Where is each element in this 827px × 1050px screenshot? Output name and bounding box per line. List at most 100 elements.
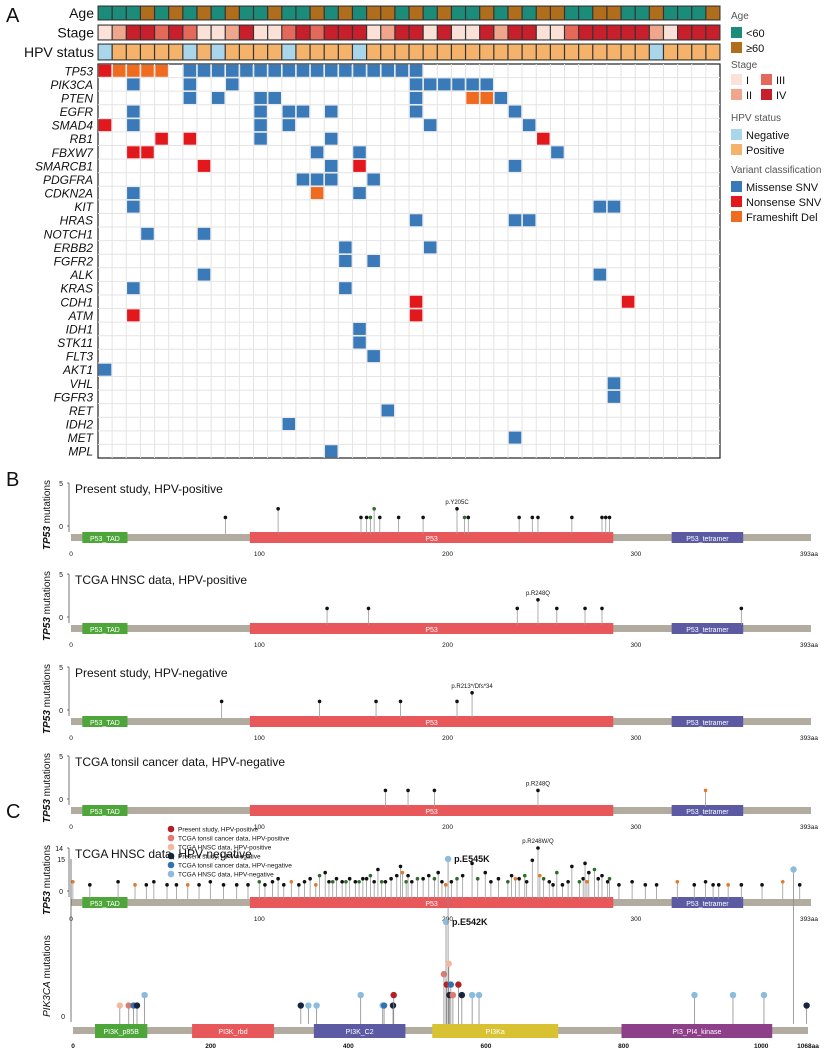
protein-domain: [82, 532, 128, 543]
x-tick-label: 200: [205, 1043, 216, 1050]
lollipop-head: [383, 788, 388, 793]
clinical-track-cell: [579, 25, 593, 40]
clinical-track-cell: [183, 25, 197, 40]
protein-length-label: 393aa: [800, 824, 818, 831]
legend-dot: [167, 825, 175, 833]
legend-label: Frameshift Del: [746, 212, 818, 224]
clinical-track-cell: [536, 25, 550, 40]
mutation-cell: [353, 336, 366, 349]
lollipop-head: [455, 507, 459, 511]
lollipop-head: [394, 873, 399, 878]
protein-domain: [671, 897, 744, 908]
clinical-track-cell: [98, 6, 112, 20]
mutation-cell: [296, 173, 310, 186]
protein-domain: [313, 1024, 406, 1038]
protein-domain: [249, 716, 614, 727]
mutation-cell: [183, 132, 197, 145]
lollipop-head: [357, 879, 361, 884]
x-tick-label: 0: [69, 551, 73, 558]
lollipop-head: [174, 883, 179, 887]
clinical-track-cell: [536, 6, 550, 20]
lollipop-head: [592, 867, 597, 872]
domain-label: P53_TAD: [90, 627, 120, 634]
mutation-cell: [551, 146, 564, 159]
x-tick-label: 100: [254, 824, 265, 831]
y-axis-gene: TP53: [42, 526, 53, 550]
lollipop-head: [760, 883, 764, 887]
lollipop-head: [374, 699, 378, 704]
mutation-cell: [324, 445, 338, 458]
legend-label: Present study, HPV-positive: [178, 827, 258, 834]
lollipop-head: [458, 991, 466, 999]
clinical-track-cell: [338, 25, 352, 40]
clinical-track-cell: [692, 6, 706, 20]
clinical-track-cell: [508, 44, 522, 60]
lollipop-head: [421, 876, 425, 881]
gene-label: CDH1: [60, 295, 93, 309]
clinical-track-frame: [97, 24, 721, 41]
lollipop-head: [703, 788, 708, 793]
lollipop-head: [692, 883, 697, 887]
mutation-cell: [183, 78, 197, 91]
mutation-cell: [339, 282, 352, 295]
lollipop-head: [726, 883, 730, 887]
mutation-cell: [226, 64, 239, 77]
gene-label: SMARCB1: [35, 159, 93, 173]
gene-label: FLT3: [66, 350, 93, 364]
clinical-track-cell: [353, 6, 366, 20]
mutation-cell: [381, 64, 395, 77]
mutation-cell: [282, 64, 296, 77]
mutation-label: p.R248Q: [526, 781, 550, 787]
gene-label: SMAD4: [52, 119, 94, 133]
clinical-track-cell: [692, 44, 706, 60]
lollipop-head: [468, 991, 476, 999]
lollipop-head: [583, 861, 587, 866]
clinical-track-cell: [635, 44, 649, 60]
clinical-track-cell: [593, 6, 607, 20]
lollipop-head: [398, 864, 403, 869]
lollipop-head: [475, 991, 483, 999]
domain-label: P53_tetramer: [686, 536, 729, 543]
y-axis-suffix: mutations: [42, 935, 53, 981]
x-tick-label: 300: [630, 642, 641, 649]
mutation-cell: [197, 159, 211, 172]
protein-domain: [671, 805, 744, 816]
legend-label: <60: [746, 28, 765, 40]
lollipop-head: [643, 883, 648, 887]
mutation-cell: [522, 119, 536, 132]
lollipop-head: [383, 879, 388, 884]
protein-domain: [249, 805, 614, 816]
mutation-cell: [127, 187, 140, 200]
clinical-track-cell: [282, 44, 296, 60]
mutation-cell: [211, 91, 225, 104]
clinical-track-cell: [550, 6, 564, 20]
protein-domain: [82, 716, 128, 727]
gene-label: MET: [68, 431, 95, 445]
lollipop-head: [515, 606, 520, 611]
mutation-cell: [409, 64, 423, 77]
clinical-track-cell: [452, 6, 465, 20]
mutation-cell: [353, 187, 366, 200]
x-tick-label: 200: [442, 551, 453, 558]
legend-dot: [167, 834, 175, 842]
mutation-cell: [296, 105, 310, 118]
domain-label: PI3Ka: [486, 1029, 505, 1036]
mutation-cell: [494, 91, 508, 104]
clinical-track-cell: [678, 25, 692, 40]
mutation-cell: [353, 64, 366, 77]
legend-swatch: [731, 181, 742, 192]
lollipop-head: [739, 883, 744, 887]
legend-label: Present study, HPV-negative: [178, 854, 261, 861]
clinical-track-cell: [310, 25, 324, 40]
lollipop-head: [71, 879, 75, 884]
clinical-track-cell: [409, 25, 423, 40]
lollipop-head: [617, 883, 621, 887]
x-tick-label: 200: [442, 824, 453, 831]
y-tick-label: 14: [55, 846, 63, 853]
clinical-track-cell: [565, 25, 579, 40]
plot-title: TCGA tonsil cancer data, HPV-negative: [75, 755, 285, 769]
lollipop-head: [551, 883, 555, 887]
x-tick-label: 800: [618, 1043, 629, 1050]
lollipop-head: [313, 1002, 320, 1009]
lollipop-head: [234, 883, 239, 887]
